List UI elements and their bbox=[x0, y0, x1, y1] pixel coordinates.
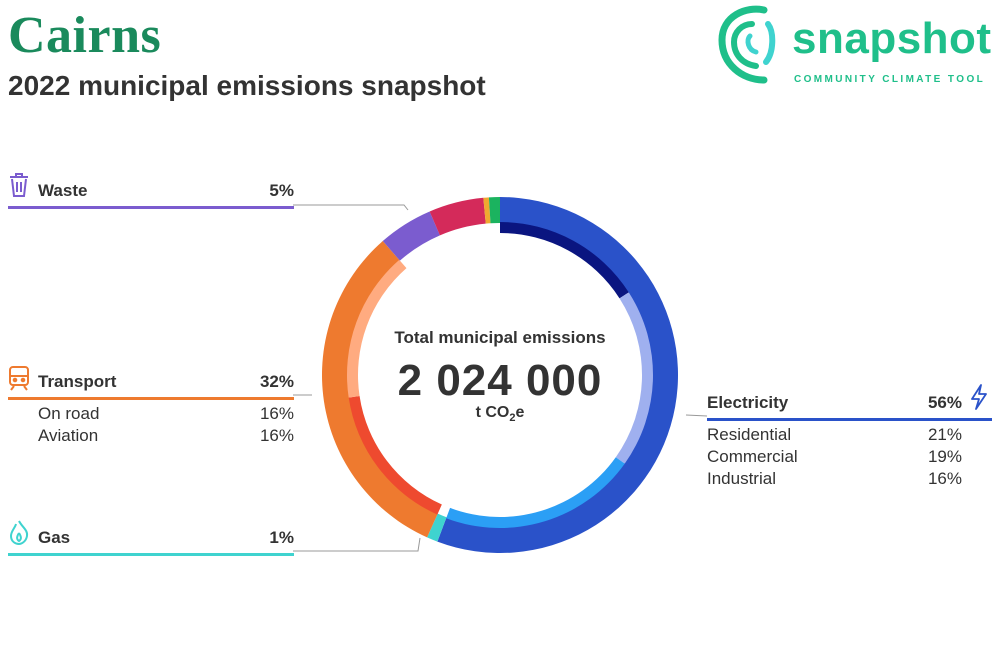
outer-ring bbox=[321, 197, 678, 553]
gas-leader-line bbox=[293, 537, 421, 552]
waste-group: Waste 5% bbox=[8, 173, 294, 209]
outer-slice-transport bbox=[321, 241, 438, 538]
total-unit: t CO2e bbox=[375, 404, 625, 424]
residential-percent: 21% bbox=[927, 425, 962, 444]
train-icon bbox=[9, 366, 29, 391]
logo-wordmark: snapshot bbox=[792, 14, 992, 63]
electricity-leader-line bbox=[685, 414, 708, 417]
transport-percent: 32% bbox=[259, 372, 294, 391]
commercial-percent: 19% bbox=[927, 447, 962, 466]
leader-lines bbox=[293, 204, 708, 552]
industrial-label: Industrial bbox=[707, 469, 776, 488]
outer-slice-unlabeled-4 bbox=[429, 197, 486, 236]
lightning-icon bbox=[971, 384, 987, 410]
flame-icon bbox=[9, 520, 29, 545]
gas-percent: 1% bbox=[269, 528, 294, 547]
inner-slice-on-road bbox=[347, 259, 407, 398]
waste-percent: 5% bbox=[269, 181, 294, 200]
outer-slice-unlabeled-5 bbox=[483, 197, 491, 224]
outer-slice-unlabeled-6 bbox=[488, 197, 500, 224]
unit-suffix: e bbox=[515, 404, 525, 421]
unit-prefix: t CO bbox=[475, 404, 510, 421]
trash-bin-icon bbox=[10, 173, 28, 197]
outer-slice-waste bbox=[382, 211, 440, 261]
transport-item-aviation: Aviation 16% bbox=[8, 422, 294, 445]
transport-group: Transport 32% On road 16% Aviation 16% bbox=[8, 366, 294, 445]
fingerprint-logo-icon bbox=[718, 5, 776, 84]
outer-slice-gas bbox=[427, 513, 447, 542]
waste-rule bbox=[8, 206, 294, 209]
waste-leader-line bbox=[293, 204, 409, 211]
electricity-label: Electricity bbox=[707, 393, 789, 412]
electricity-rule bbox=[707, 418, 992, 421]
gas-rule bbox=[8, 553, 294, 556]
on-road-percent: 16% bbox=[259, 404, 294, 423]
on-road-label: On road bbox=[38, 404, 100, 423]
inner-slice-residential bbox=[446, 457, 625, 528]
gas-group: Gas 1% bbox=[8, 520, 294, 556]
electricity-item-residential: Residential 21% bbox=[707, 421, 962, 444]
transport-label: Transport bbox=[38, 372, 117, 391]
aviation-label: Aviation bbox=[38, 426, 99, 445]
transport-item-on-road: On road 16% bbox=[8, 400, 294, 423]
electricity-group: Electricity 56% Residential 21% Commerci… bbox=[707, 384, 992, 488]
page-subtitle: 2022 municipal emissions snapshot bbox=[8, 70, 486, 101]
waste-header: Waste 5% bbox=[8, 173, 294, 206]
residential-label: Residential bbox=[707, 425, 792, 444]
transport-rule bbox=[8, 397, 294, 400]
industrial-percent: 16% bbox=[927, 469, 962, 488]
total-caption: Total municipal emissions bbox=[394, 328, 606, 347]
transport-header: Transport 32% bbox=[8, 366, 294, 397]
commercial-label: Commercial bbox=[707, 447, 798, 466]
inner-ring bbox=[347, 222, 653, 528]
inner-slice-aviation bbox=[348, 396, 442, 515]
page-title: Cairns bbox=[8, 7, 162, 64]
electricity-header: Electricity 56% bbox=[707, 384, 992, 418]
gas-header: Gas 1% bbox=[8, 520, 294, 553]
logo-tagline: COMMUNITY CLIMATE TOOL bbox=[794, 74, 986, 85]
inner-slice-commercial bbox=[615, 292, 653, 464]
unit-subscript: 2 bbox=[509, 412, 516, 425]
electricity-item-commercial: Commercial 19% bbox=[707, 443, 962, 466]
electricity-percent: 56% bbox=[927, 393, 962, 412]
snapshot-logo: snapshot COMMUNITY CLIMATE TOOL bbox=[712, 0, 1000, 90]
inner-slice-industrial bbox=[500, 222, 629, 299]
total-value: 2 024 000 bbox=[397, 356, 603, 405]
gas-label: Gas bbox=[38, 528, 71, 547]
waste-label: Waste bbox=[38, 181, 88, 200]
aviation-percent: 16% bbox=[259, 426, 294, 445]
electricity-item-industrial: Industrial 16% bbox=[707, 465, 962, 488]
